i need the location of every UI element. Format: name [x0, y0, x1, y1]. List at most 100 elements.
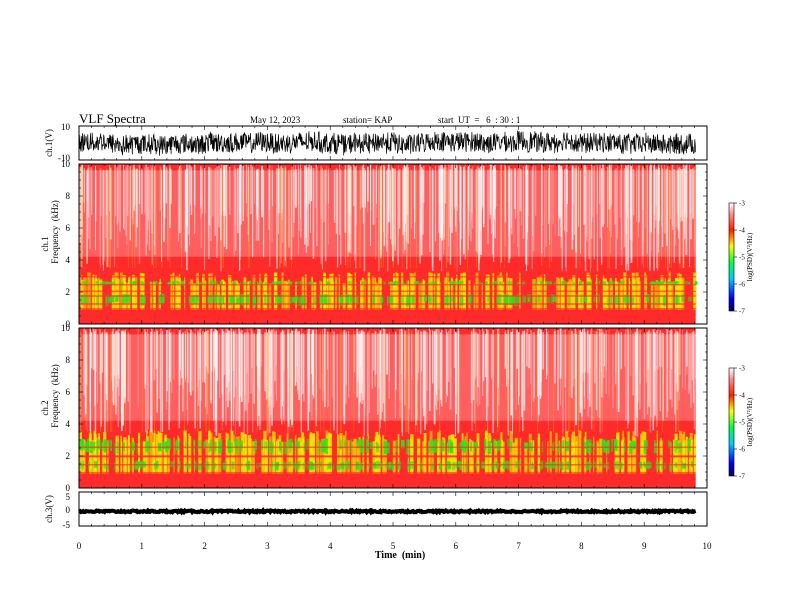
spec-streak — [98, 167, 100, 265]
spec-streak — [229, 328, 231, 401]
spec-green — [397, 440, 399, 452]
spec-streak — [599, 166, 601, 205]
spec-streak — [326, 331, 328, 370]
spec-yellow — [459, 279, 461, 310]
spec-streak — [348, 330, 350, 398]
spec-green — [540, 281, 544, 284]
spec-green — [623, 462, 625, 469]
spec-streak — [523, 330, 525, 406]
spec-streak — [541, 165, 543, 226]
ch2-spec-ylabel-channel: ch.2 — [40, 400, 50, 415]
spec-streak — [479, 170, 481, 232]
spec-yellow — [104, 442, 107, 474]
spec-green — [568, 294, 570, 307]
spec-green — [546, 280, 549, 285]
spec-green — [613, 281, 616, 284]
spec-streak — [443, 169, 445, 251]
spec-green — [213, 294, 216, 303]
spec-streak — [355, 165, 357, 269]
spec-streak — [531, 169, 533, 270]
spec-streak — [386, 170, 388, 252]
spec-streak — [315, 329, 318, 427]
spec-streak — [102, 170, 104, 265]
spec-streak — [109, 165, 111, 212]
spec-streak — [438, 165, 440, 234]
spec-streak — [692, 168, 694, 219]
spec-green — [614, 441, 618, 451]
spec-streak — [115, 331, 117, 415]
spec-yellow — [356, 442, 359, 474]
spec-streak — [95, 170, 97, 222]
spec-streak — [681, 328, 683, 388]
spec-streak — [402, 168, 404, 235]
spec-green — [344, 462, 349, 469]
spec-streak — [298, 168, 300, 232]
spec-yellow — [555, 432, 558, 474]
spec-green — [214, 463, 217, 469]
spec-yellow — [655, 280, 659, 310]
spec-streak — [309, 169, 311, 233]
spec-yellow — [83, 276, 87, 310]
spec-streak — [306, 333, 308, 378]
spec-green — [142, 281, 146, 286]
spec-streak — [544, 167, 546, 258]
spec-green — [623, 294, 628, 304]
spec-green — [467, 294, 470, 305]
spec-streak — [419, 164, 421, 264]
spec-streak — [646, 165, 648, 254]
spec-streak — [204, 166, 206, 214]
spec-yellow — [327, 278, 331, 310]
spec-streak — [181, 334, 183, 379]
spec-green — [387, 295, 389, 306]
spec-green — [278, 280, 282, 286]
spec-streak — [149, 165, 151, 221]
spec-streak — [407, 167, 409, 244]
spec-green — [561, 462, 564, 470]
spec-streak — [690, 169, 692, 240]
spec-streak — [117, 332, 120, 375]
spec-green — [433, 293, 436, 306]
spec-yellow — [627, 431, 630, 474]
spec-green — [678, 442, 682, 449]
spec-green — [295, 281, 298, 286]
spec-streak — [263, 169, 265, 258]
ch2-colorbar: -3-4-5-6-7 log(PSD)(V²/Hz) — [728, 365, 754, 481]
spec-green — [618, 294, 621, 306]
spec-streak — [355, 165, 358, 225]
spec-streak — [388, 333, 390, 399]
spec-streak — [510, 331, 513, 416]
spec-green — [631, 440, 635, 450]
spec-yellow — [432, 441, 435, 474]
spec-green — [648, 282, 651, 285]
spec-green — [310, 281, 313, 285]
spec-streak — [80, 167, 82, 238]
spec-yellow — [136, 276, 138, 310]
spec-green — [496, 297, 500, 304]
spec-yellow — [528, 433, 532, 474]
spec-streak — [84, 168, 86, 213]
spec-streak — [136, 168, 138, 228]
spec-green — [374, 462, 377, 470]
spec-streak — [320, 169, 322, 264]
spec-green — [291, 296, 296, 303]
spec-streak — [639, 333, 641, 410]
spec-streak — [391, 168, 394, 262]
spec-green — [576, 294, 578, 304]
y-tick-label: 6 — [66, 387, 71, 397]
spec-yellow — [449, 435, 452, 474]
spec-yellow — [351, 441, 354, 474]
spec-streak — [166, 167, 168, 204]
spec-streak — [353, 334, 356, 373]
spec-green — [506, 280, 511, 285]
spec-streak — [119, 164, 121, 232]
spec-streak — [100, 168, 102, 216]
spec-green — [166, 440, 169, 451]
spec-yellow — [410, 276, 414, 310]
spec-yellow — [178, 274, 181, 310]
spec-streak — [233, 166, 235, 257]
spec-green — [667, 440, 671, 449]
spec-yellow — [428, 271, 432, 310]
spec-green — [655, 461, 660, 470]
spec-streak — [631, 169, 633, 242]
spec-streak — [215, 330, 217, 415]
